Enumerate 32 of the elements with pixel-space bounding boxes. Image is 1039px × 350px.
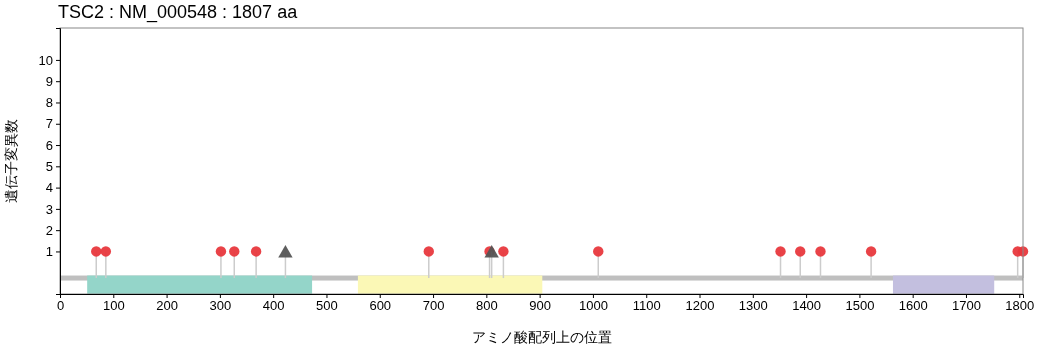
y-axis-title: 遺伝子変異数 [3,119,19,203]
x-tick-label: 1700 [952,298,981,314]
x-tick-label: 1800 [1005,298,1035,314]
x-tick-label: 1500 [845,298,875,314]
y-tick-label: 6 [45,137,53,153]
x-tick-label: 1200 [685,298,715,314]
x-tick-label: 800 [475,298,498,314]
x-tick-label: 1300 [738,298,768,314]
x-tick-label: 600 [369,298,392,314]
y-tick-label: 1 [45,244,53,260]
y-tick-label: 10 [38,52,53,68]
y-tick-label: 8 [45,95,53,111]
y-tick-label: 7 [45,116,53,132]
y-tick-label: 9 [45,73,53,89]
x-tick-label: 700 [422,298,445,314]
x-tick-label: 1100 [632,298,661,314]
x-tick-label: 900 [529,298,551,314]
y-tick-label: 3 [45,201,53,217]
x-tick-label: 0 [56,298,65,314]
x-tick-label: 100 [102,298,125,314]
x-tick-label: 500 [316,298,338,314]
x-tick-label: 400 [262,298,285,314]
x-tick-label: 1400 [792,298,822,314]
y-tick-label: 4 [45,180,53,196]
x-tick-label: 300 [209,298,232,314]
chart-title: TSC2 : NM_000548 : 1807 aa [58,2,299,23]
x-tick-label: 1600 [898,298,928,314]
y-tick-label: 2 [45,222,53,238]
x-axis-title: アミノ酸配列上の位置 [471,329,612,345]
x-tick-label: 200 [156,298,178,314]
x-tick-label: 1000 [578,298,608,314]
y-tick-label: 5 [45,158,53,174]
